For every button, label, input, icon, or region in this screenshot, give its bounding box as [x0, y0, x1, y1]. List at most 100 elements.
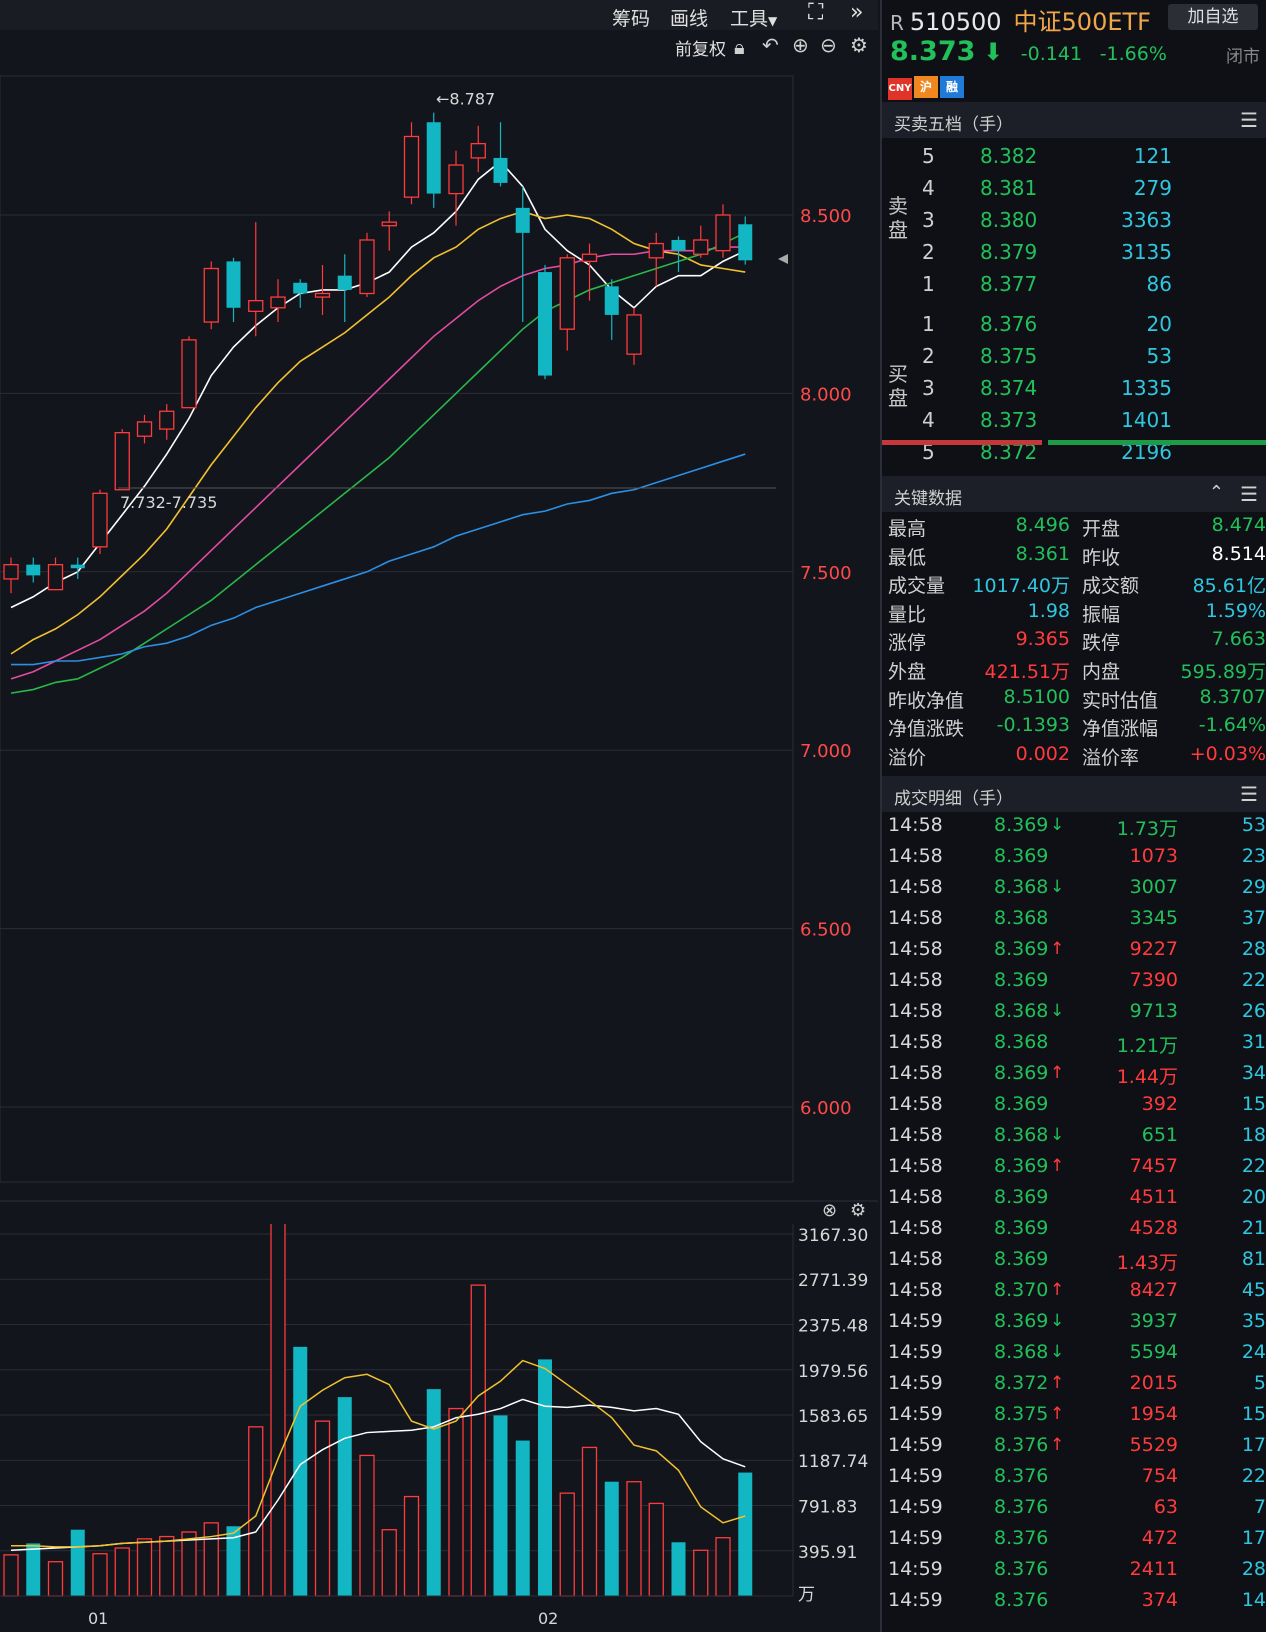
candle — [314, 264, 331, 315]
volume-bar — [470, 1284, 486, 1597]
bid-level-row[interactable]: 4 8.373 1401 — [910, 408, 1266, 440]
trade-time: 14:58 — [888, 1093, 943, 1115]
panel-divider — [0, 1200, 878, 1202]
add-favorite-button[interactable]: 加自选 — [1168, 4, 1258, 30]
volume-bar — [538, 1359, 552, 1596]
adjust-mode-button[interactable]: 前复权 — [675, 40, 726, 60]
trade-volume: 2015 — [1129, 1372, 1178, 1394]
bid-level-row[interactable]: 1 8.376 20 — [910, 312, 1266, 344]
trade-volume: 1.44万 — [1116, 1066, 1178, 1088]
candle-body — [493, 157, 508, 183]
undo-icon[interactable]: ↶ — [762, 33, 779, 57]
trade-price: 8.369 — [994, 1248, 1049, 1270]
trade-volume: 63 — [1153, 1496, 1178, 1518]
candle — [114, 429, 130, 491]
price-tick-label: 8.000 — [800, 384, 852, 405]
trade-volume: 4528 — [1129, 1217, 1178, 1239]
candle-body — [114, 431, 130, 491]
price-tick-label: 6.000 — [800, 1098, 852, 1119]
volume-bar — [515, 1440, 530, 1596]
indicator-settings-icon[interactable]: ⚙ — [850, 1200, 867, 1221]
trade-row: 14:58 8.369 7390 22 — [882, 969, 1266, 999]
bid-level-row[interactable]: 3 8.374 1335 — [910, 376, 1266, 408]
trade-price: 8.369 — [994, 1093, 1049, 1115]
trade-time: 14:58 — [888, 876, 943, 898]
chevron-right-icon[interactable]: » — [850, 0, 864, 25]
keydata-menu-icon[interactable]: ☰ — [1240, 482, 1258, 506]
arrow-down-icon: ↓ — [1050, 815, 1065, 835]
candle-body — [26, 564, 41, 576]
trade-row: 14:58 8.368 1.21万 31 — [882, 1031, 1266, 1061]
bid-level-row[interactable]: 2 8.375 53 — [910, 344, 1266, 376]
trade-count: 53 — [1241, 814, 1266, 836]
lock-icon[interactable]: 🔒︎ — [734, 35, 745, 59]
trade-volume: 5594 — [1129, 1341, 1178, 1363]
bid-price: 8.375 — [980, 344, 1038, 368]
keydata-row: 涨停 9.365 跌停 7.663 — [882, 628, 1266, 656]
trade-price: 8.369 — [994, 814, 1049, 836]
trades-menu-icon[interactable]: ☰ — [1240, 782, 1258, 806]
menu-icon[interactable]: ☰ — [1240, 108, 1258, 132]
moving-average-line — [10, 246, 746, 680]
trade-count: 22 — [1241, 969, 1266, 991]
price-tick-label: 7.500 — [800, 563, 852, 584]
settings-icon[interactable]: ⚙ — [850, 33, 868, 57]
candle — [581, 243, 598, 301]
tools-button[interactable]: 工具▼ — [730, 4, 777, 31]
candle — [648, 232, 664, 287]
keydata-label: 跌停 — [1082, 632, 1121, 655]
candle-body — [738, 224, 753, 261]
trade-row: 14:59 8.368 ↓ 5594 24 — [882, 1341, 1266, 1371]
collapse-icon[interactable]: ⌃ — [1208, 482, 1224, 503]
ask-level-row[interactable]: 1 8.377 86 — [910, 272, 1266, 304]
volume-bar — [581, 1446, 598, 1597]
keydata-value: 0.002 — [1015, 742, 1070, 765]
trade-row: 14:58 8.369 ↓ 1.73万 53 — [882, 814, 1266, 844]
trade-count: 22 — [1241, 1155, 1266, 1177]
chips-button[interactable]: 筹码 — [612, 8, 651, 30]
candle — [181, 336, 197, 409]
volume-bar — [381, 1529, 397, 1597]
keydata-row: 昨收净值 8.5100 实时估值 8.3707 — [882, 686, 1266, 714]
chart-area[interactable]: 筹码 画线 工具▼ ⛶ » 前复权 🔒︎ ↶ ⊕ ⊖ ⚙ 8.500 8.000 7… — [0, 0, 878, 1632]
candle — [693, 225, 709, 258]
draw-line-button[interactable]: 画线 — [670, 8, 709, 30]
candlestick-chart[interactable]: 8.500 8.000 7.500 7.000 6.500 6.000 ←8.787 7.73… — [0, 62, 878, 1202]
x-axis-label: 01 — [88, 1609, 108, 1628]
trade-price: 8.369 — [994, 1310, 1049, 1332]
keydata-value: -1.64% — [1198, 714, 1266, 737]
candle-body — [181, 339, 197, 409]
ask-level-row[interactable]: 5 8.382 121 — [910, 144, 1266, 176]
ask-level-row[interactable]: 2 8.379 3135 — [910, 240, 1266, 272]
volume-bar — [403, 1495, 420, 1597]
trade-time: 14:58 — [888, 1155, 943, 1177]
trade-volume: 4511 — [1129, 1186, 1178, 1208]
candle — [604, 279, 619, 340]
candle — [159, 404, 175, 440]
ask-level-row[interactable]: 3 8.380 3363 — [910, 208, 1266, 240]
bid-volume: 20 — [1146, 312, 1172, 336]
arrow-down-icon: ↓ — [1050, 1342, 1065, 1362]
trade-row: 14:58 8.368 ↓ 3007 29 — [882, 876, 1266, 906]
candle — [293, 279, 308, 308]
fullscreen-icon[interactable]: ⛶ — [808, 0, 824, 25]
ask-volume: 3363 — [1121, 208, 1172, 232]
zoom-in-icon[interactable]: ⊕ — [792, 33, 809, 57]
candle-body — [293, 282, 308, 294]
keydata-label: 涨停 — [888, 632, 927, 655]
trade-volume: 374 — [1141, 1589, 1178, 1611]
candle-body — [426, 122, 441, 194]
close-indicator-icon[interactable]: ⊗ — [822, 1200, 838, 1221]
trade-row: 14:58 8.369 ↑ 9227 28 — [882, 938, 1266, 968]
bid-volume: 53 — [1146, 344, 1172, 368]
trade-time: 14:58 — [888, 1000, 943, 1022]
trade-time: 14:59 — [888, 1403, 943, 1425]
volume-bar — [26, 1543, 41, 1596]
volume-chart[interactable]: 3167.30 2771.39 2375.48 1979.56 1583.65 1187.… — [0, 1224, 878, 1632]
candle — [538, 264, 552, 380]
trade-count: 23 — [1241, 845, 1266, 867]
ask-level-row[interactable]: 4 8.381 279 — [910, 176, 1266, 208]
ask-price: 8.377 — [980, 272, 1038, 296]
trade-time: 14:58 — [888, 1031, 943, 1053]
zoom-out-icon[interactable]: ⊖ — [820, 33, 837, 57]
